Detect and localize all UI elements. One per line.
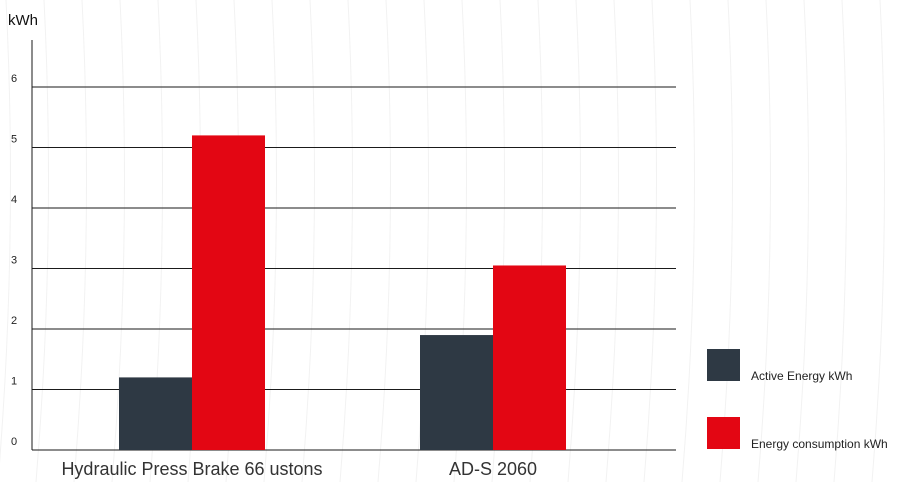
y-tick-label: 2	[11, 315, 17, 327]
background-stroke	[567, 0, 581, 482]
legend-label: Active Energy kWh	[751, 369, 852, 383]
background-stroke	[35, 0, 49, 482]
background-stroke	[377, 0, 391, 482]
background-stroke	[301, 0, 315, 482]
background-stroke	[833, 0, 847, 482]
y-tick-label: 4	[11, 194, 17, 206]
legend-swatch	[707, 349, 740, 381]
legend: Active Energy kWh Energy consumption kWh	[707, 349, 888, 451]
background-stroke	[111, 0, 125, 482]
bar-active-energy	[420, 335, 493, 450]
gridlines	[32, 86, 676, 390]
background-stroke	[605, 0, 619, 482]
labels: 0 1 2 3 4 5 6 kWh Hydraulic Press Brake 66 uston…	[8, 12, 537, 479]
y-tick-label: 3	[11, 255, 17, 267]
y-axis-title: kWh	[8, 12, 38, 29]
bar-energy-consumption	[192, 135, 265, 450]
y-tick-label: 6	[11, 73, 17, 85]
background-stroke	[757, 0, 771, 482]
y-tick-label: 1	[11, 376, 17, 388]
x-category-label: AD-S 2060	[449, 459, 537, 479]
background-stroke	[795, 0, 809, 482]
background-stroke	[681, 0, 695, 482]
bars	[119, 135, 566, 450]
y-tick-label: 0	[11, 436, 17, 448]
background-stroke	[871, 0, 885, 482]
bar-energy-consumption	[493, 265, 566, 450]
legend-label: Energy consumption kWh	[751, 437, 888, 451]
background-stroke	[339, 0, 353, 482]
background-stroke	[643, 0, 657, 482]
background-stroke	[719, 0, 733, 482]
legend-swatch	[707, 417, 740, 449]
bar-active-energy	[119, 377, 192, 450]
background-stroke	[0, 0, 11, 464]
x-category-label: Hydraulic Press Brake 66 ustons	[61, 459, 322, 479]
y-tick-label: 5	[11, 134, 17, 146]
background-stroke	[73, 0, 87, 482]
background-stroke	[263, 0, 277, 482]
